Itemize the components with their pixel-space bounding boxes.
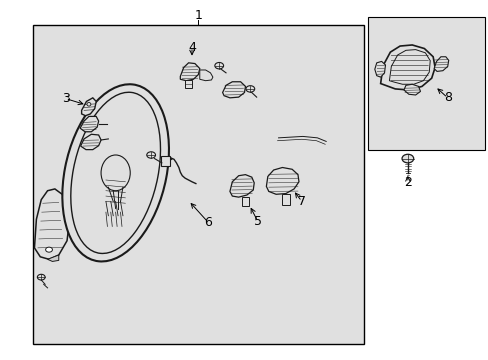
Polygon shape (433, 57, 448, 71)
Circle shape (146, 152, 155, 158)
Polygon shape (180, 63, 200, 81)
Polygon shape (266, 167, 298, 194)
Circle shape (401, 154, 413, 163)
Polygon shape (403, 84, 420, 95)
Text: 5: 5 (253, 215, 261, 228)
Polygon shape (200, 70, 212, 81)
Polygon shape (34, 189, 69, 259)
Polygon shape (222, 82, 245, 98)
Text: 1: 1 (194, 9, 202, 22)
Bar (33, 24, 363, 344)
Bar (161, 156, 169, 166)
Circle shape (37, 274, 45, 280)
Ellipse shape (62, 84, 169, 261)
Bar (282, 194, 289, 205)
Circle shape (214, 63, 223, 69)
Text: 4: 4 (188, 41, 196, 54)
Polygon shape (374, 62, 385, 77)
Ellipse shape (101, 155, 130, 191)
Text: 6: 6 (203, 216, 211, 229)
Polygon shape (380, 45, 434, 90)
Circle shape (45, 247, 52, 252)
Bar (242, 197, 249, 206)
Polygon shape (47, 255, 59, 261)
Polygon shape (388, 50, 429, 84)
Ellipse shape (71, 92, 160, 253)
Polygon shape (229, 175, 254, 197)
Polygon shape (80, 116, 99, 132)
Text: 2: 2 (403, 176, 411, 189)
Polygon shape (81, 134, 101, 150)
Text: 3: 3 (61, 92, 69, 105)
Text: 7: 7 (297, 195, 305, 208)
Text: 8: 8 (443, 91, 451, 104)
Bar (185, 80, 192, 88)
Ellipse shape (87, 103, 91, 106)
Bar (368, 18, 484, 150)
Polygon shape (81, 98, 96, 116)
Circle shape (245, 86, 254, 92)
